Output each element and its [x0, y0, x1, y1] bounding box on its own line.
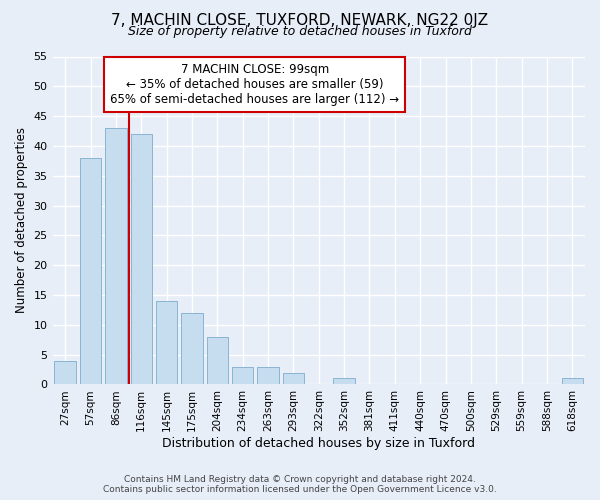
Bar	[55, 360, 76, 384]
Bar	[181, 313, 203, 384]
Text: Contains HM Land Registry data © Crown copyright and database right 2024.
Contai: Contains HM Land Registry data © Crown c…	[103, 474, 497, 494]
Bar	[562, 378, 583, 384]
Bar	[206, 337, 228, 384]
Bar	[257, 366, 279, 384]
Text: 7, MACHIN CLOSE, TUXFORD, NEWARK, NG22 0JZ: 7, MACHIN CLOSE, TUXFORD, NEWARK, NG22 0…	[112, 12, 488, 28]
Text: Size of property relative to detached houses in Tuxford: Size of property relative to detached ho…	[128, 25, 472, 38]
Y-axis label: Number of detached properties: Number of detached properties	[15, 128, 28, 314]
Bar	[283, 372, 304, 384]
Text: 7 MACHIN CLOSE: 99sqm
← 35% of detached houses are smaller (59)
65% of semi-deta: 7 MACHIN CLOSE: 99sqm ← 35% of detached …	[110, 63, 400, 106]
X-axis label: Distribution of detached houses by size in Tuxford: Distribution of detached houses by size …	[162, 437, 475, 450]
Bar	[232, 366, 253, 384]
Bar	[131, 134, 152, 384]
Bar	[105, 128, 127, 384]
Bar	[156, 301, 178, 384]
Bar	[334, 378, 355, 384]
Bar	[80, 158, 101, 384]
